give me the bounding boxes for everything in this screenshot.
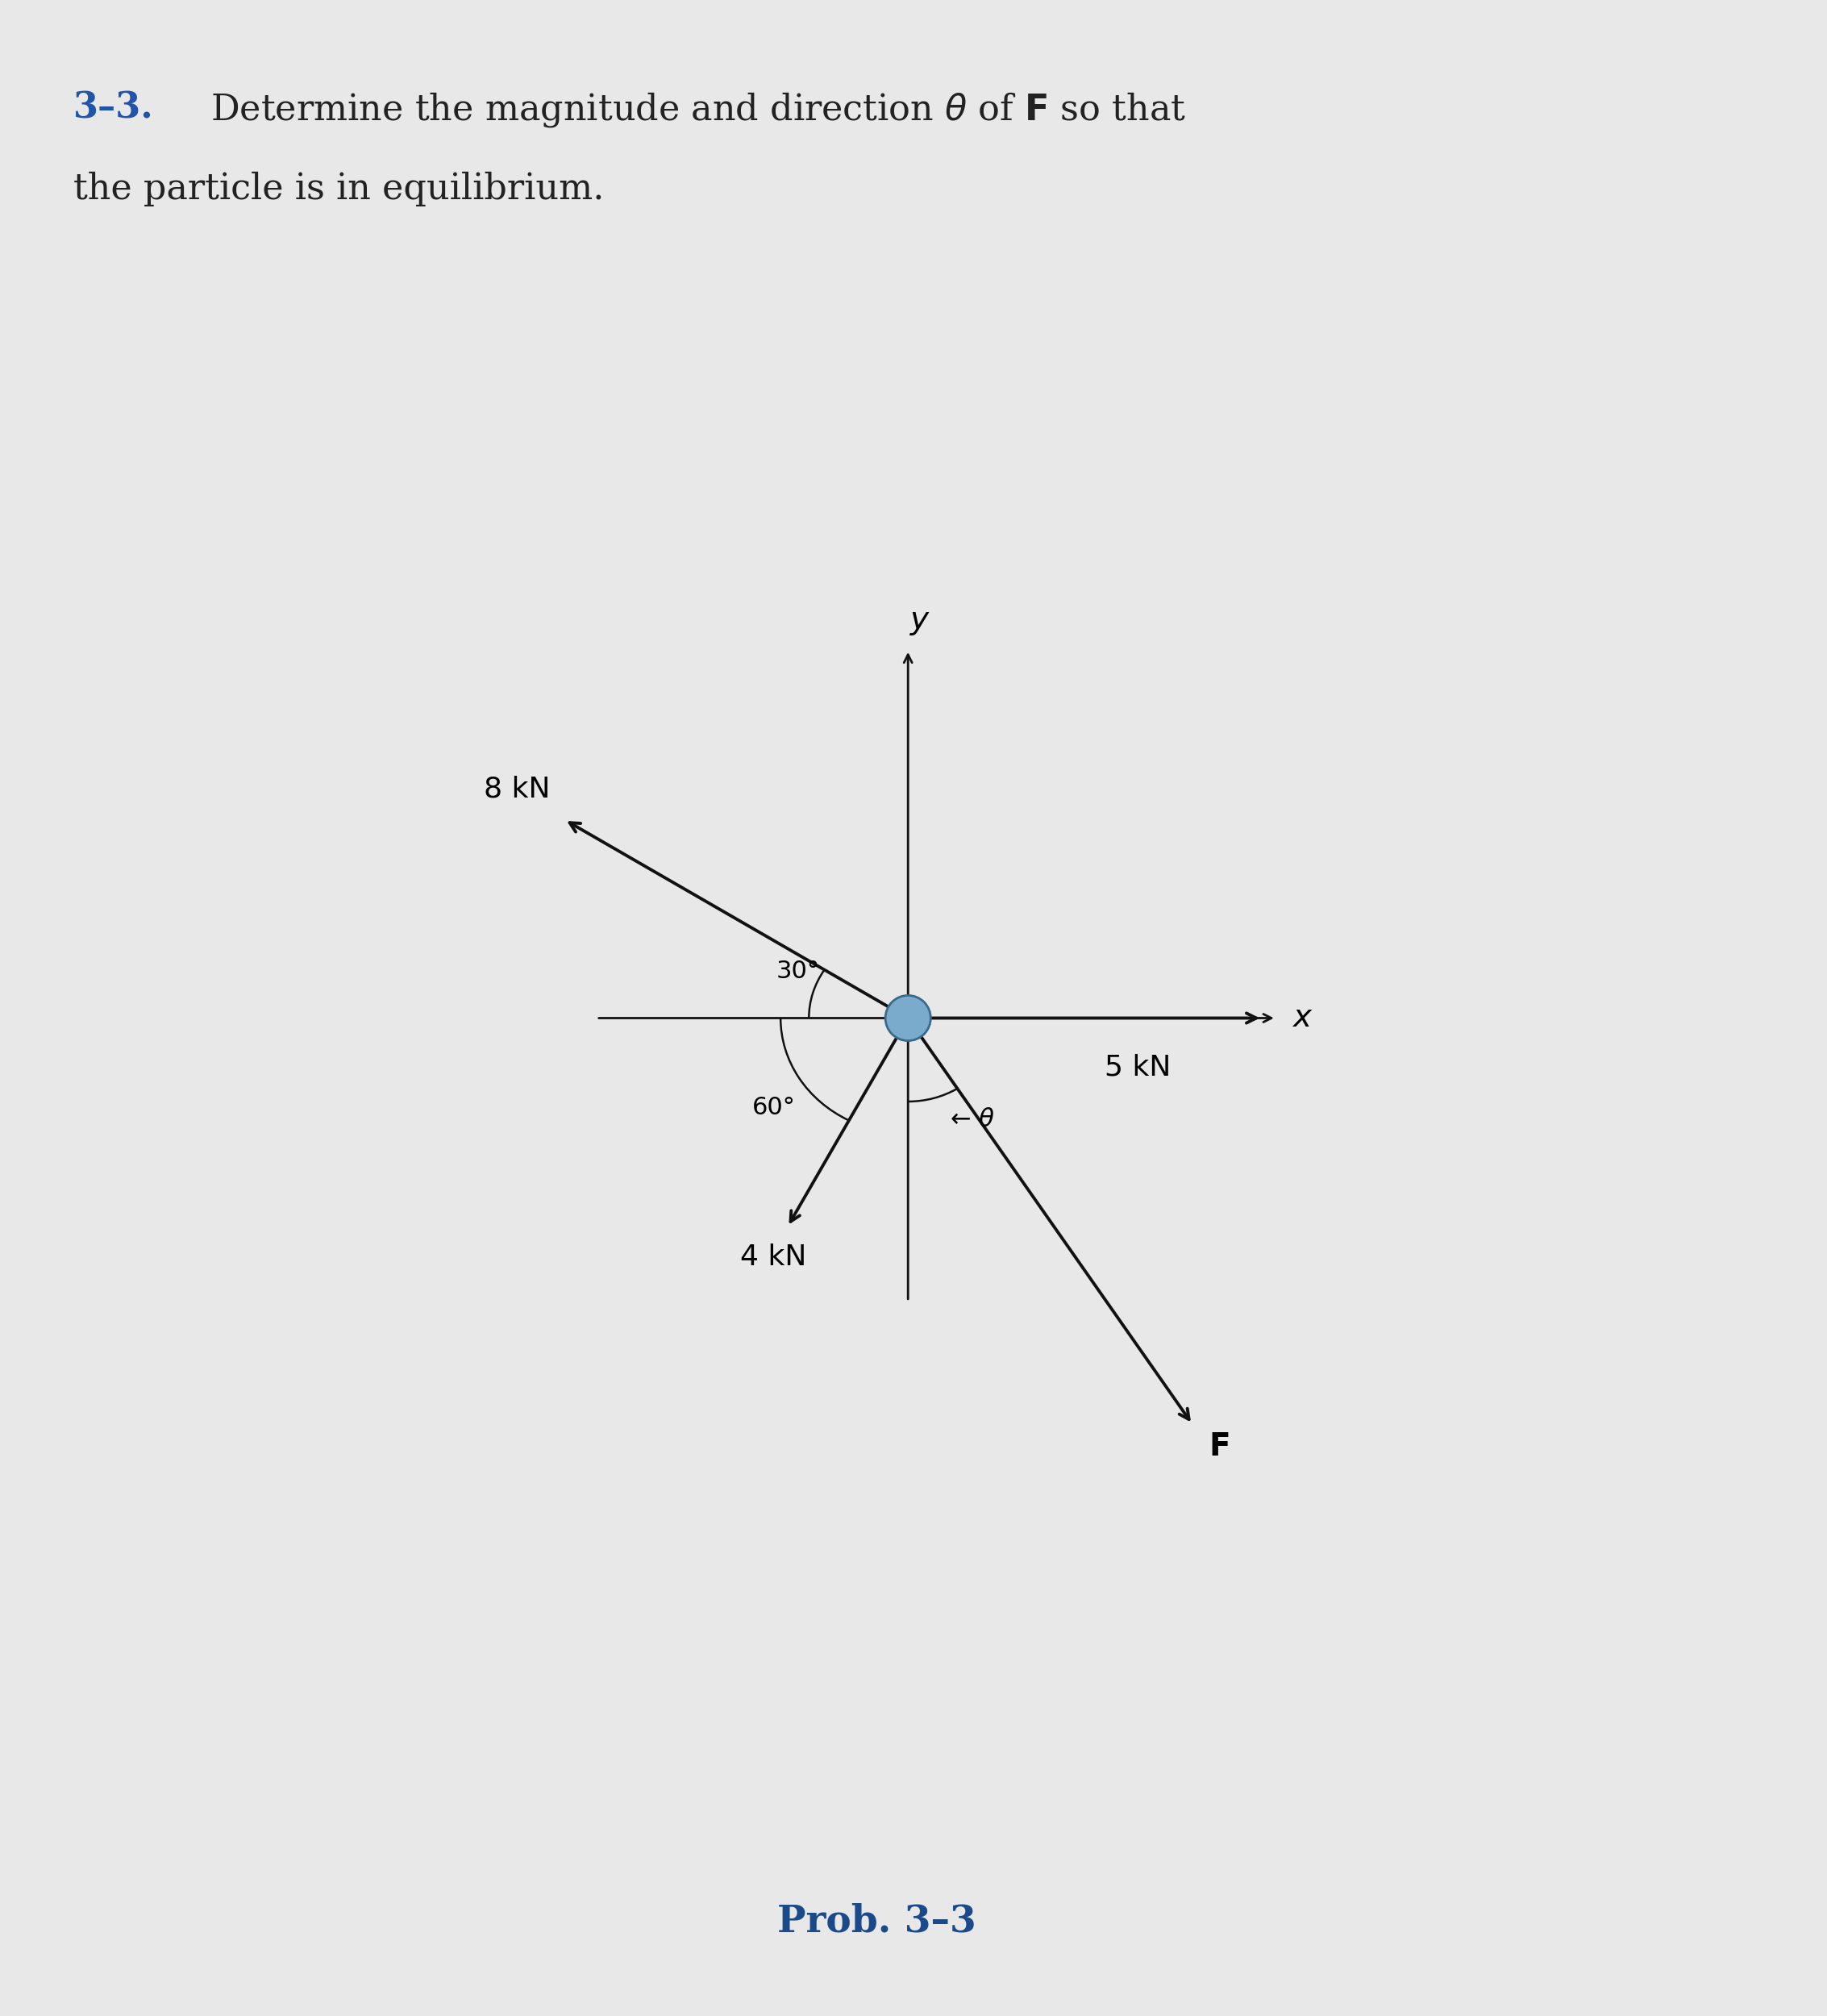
Text: x: x — [1294, 1002, 1312, 1034]
Text: Determine the magnitude and direction $\theta$ of $\mathbf{F}$ so that: Determine the magnitude and direction $\… — [210, 91, 1186, 129]
Text: y: y — [910, 605, 928, 635]
Text: 60°: 60° — [751, 1097, 795, 1119]
Text: F: F — [1209, 1431, 1231, 1462]
Text: the particle is in equilibrium.: the particle is in equilibrium. — [73, 171, 605, 206]
Text: Prob. 3–3: Prob. 3–3 — [778, 1903, 976, 1939]
Text: 30°: 30° — [776, 960, 818, 982]
Circle shape — [886, 996, 930, 1040]
Text: 4 kN: 4 kN — [740, 1244, 808, 1270]
Text: 5 kN: 5 kN — [1105, 1054, 1171, 1081]
Text: ← θ: ← θ — [950, 1109, 994, 1131]
Text: 8 kN: 8 kN — [484, 776, 550, 802]
Text: 3–3.: 3–3. — [73, 91, 153, 125]
